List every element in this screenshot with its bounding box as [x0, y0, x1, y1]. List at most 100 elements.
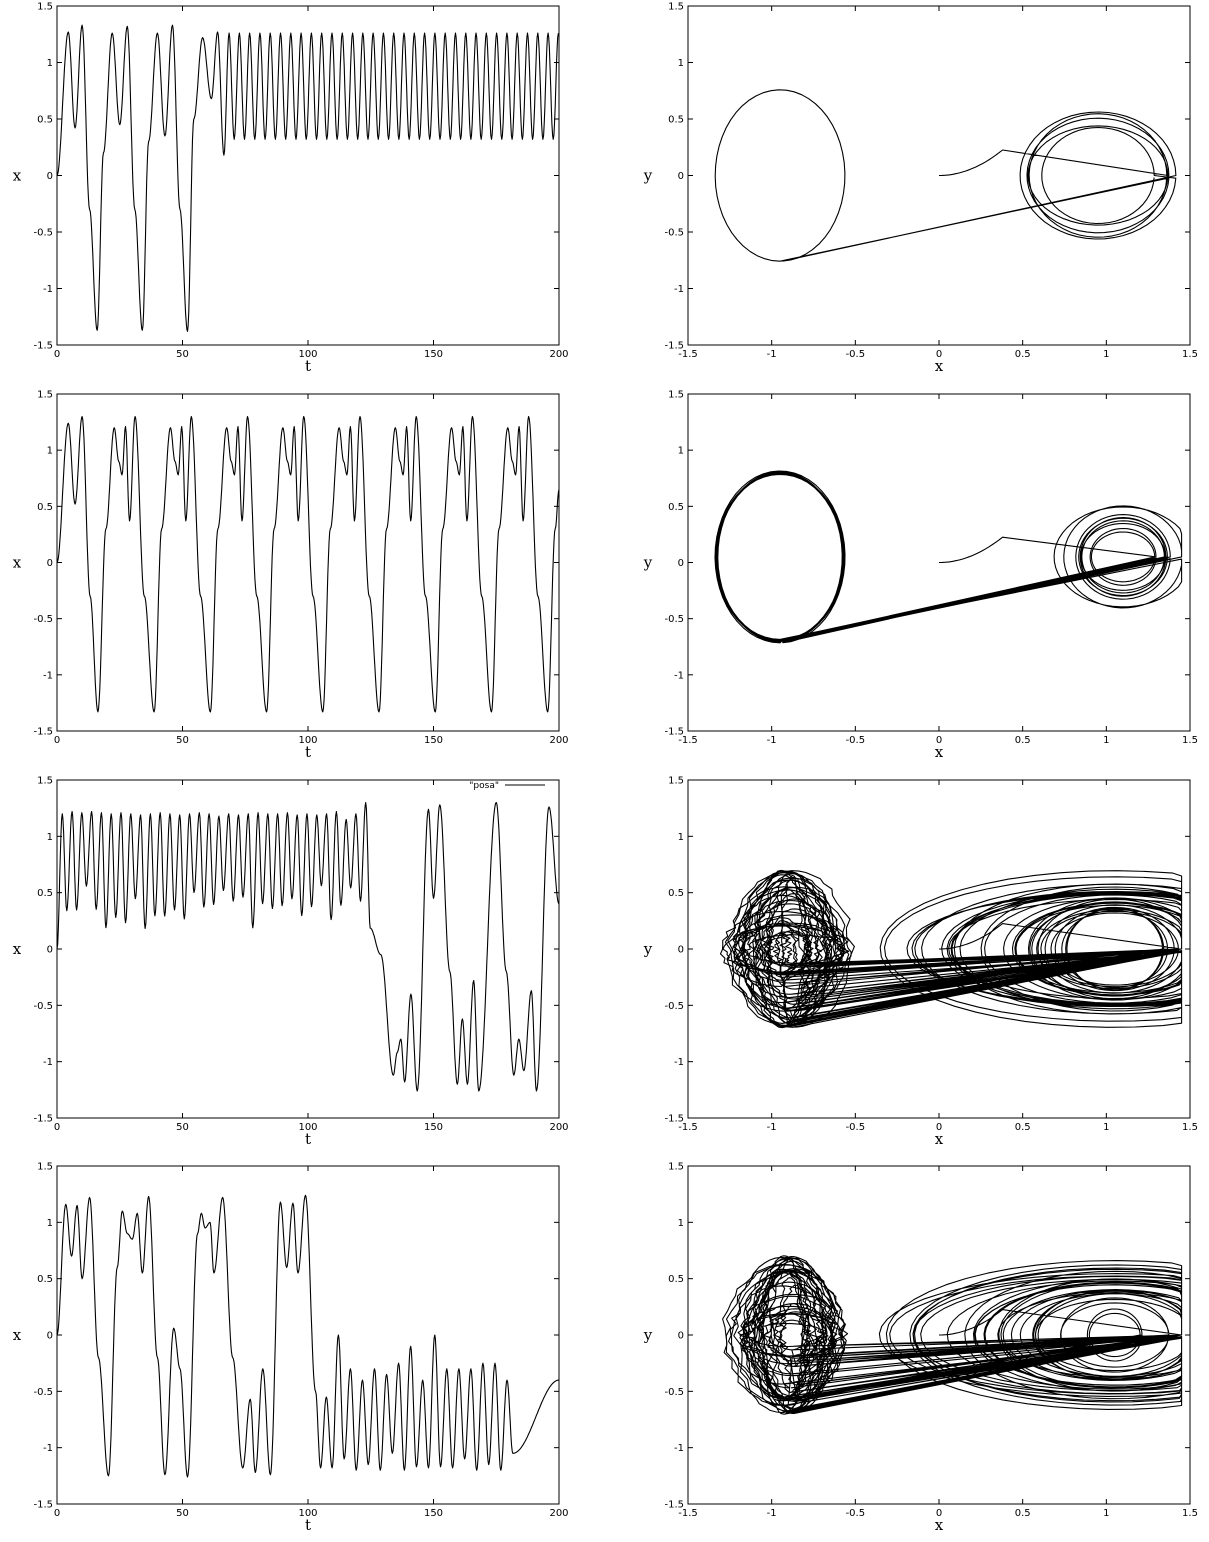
series-trace-r3-phase	[719, 869, 1183, 1029]
x-tick-label: 200	[549, 349, 568, 360]
x-tick-label: 0	[54, 349, 60, 360]
panel-r1-phase: -1.5 -1 -0.5 0 0.5 1 1.5 -1.5 -1 -0.5 0 0.5 1 1.5 x y	[643, 2, 1198, 376]
series-trace-r4-phase	[722, 1255, 1183, 1415]
x-tick-label: 0.5	[1015, 1508, 1031, 1519]
y-tick-label: 1.5	[37, 776, 53, 787]
x-tick-label: 150	[424, 735, 443, 746]
y-tick-label: -1.5	[33, 1500, 53, 1511]
series-trace-r3-time	[56, 801, 560, 1092]
x-tick-label: 200	[549, 735, 568, 746]
y-tick-label: 0.5	[668, 888, 684, 899]
y-tick-label: 1	[678, 832, 684, 843]
x-tick-label: -1.5	[678, 1508, 698, 1519]
panel-r4-phase: -1.5 -1 -0.5 0 0.5 1 1.5 -1.5 -1 -0.5 0 0.5 1 1.5 x y	[643, 1162, 1198, 1535]
y-tick-label: 1.5	[37, 390, 53, 401]
x-tick-label: 100	[298, 349, 317, 360]
y-tick-label: -1	[674, 670, 684, 681]
y-tick-label: 1.5	[668, 1162, 684, 1173]
x-axis-label: x	[935, 743, 944, 761]
panel-r3-phase: -1.5 -1 -0.5 0 0.5 1 1.5 -1.5 -1 -0.5 0 0.5 1 1.5 x y	[643, 776, 1198, 1149]
y-tick-label: -0.5	[33, 1001, 53, 1012]
x-tick-label: -1.5	[678, 1122, 698, 1133]
y-axis-label: y	[643, 554, 653, 572]
x-axis-label: t	[305, 1130, 311, 1148]
x-tick-label: 150	[424, 1508, 443, 1519]
y-tick-label: -0.5	[33, 614, 53, 625]
y-tick-label: 1	[678, 1218, 684, 1229]
x-tick-label: -0.5	[846, 735, 866, 746]
panel-r3-time: -1.5 -1 -0.5 0 0.5 1 1.5 0 50 100 150 200 t x "posa"	[13, 776, 569, 1149]
x-tick-label: 0.5	[1015, 349, 1031, 360]
x-tick-label: 50	[176, 1508, 189, 1519]
x-axis-label: x	[935, 357, 944, 375]
x-tick-label: 50	[176, 1122, 189, 1133]
x-tick-label: -1	[767, 349, 777, 360]
y-tick-label: 0	[678, 558, 684, 569]
x-tick-label: 100	[298, 735, 317, 746]
y-tick-label: -0.5	[664, 1387, 684, 1398]
y-tick-label: -1	[674, 284, 684, 295]
y-axis-label: x	[13, 554, 22, 572]
y-tick-label: 1	[678, 58, 684, 69]
y-tick-label: 0	[47, 558, 53, 569]
series-trace-r4-time	[56, 1194, 559, 1478]
x-axis-label: t	[305, 357, 311, 375]
x-tick-label: 1.5	[1182, 349, 1198, 360]
y-tick-label: 0	[678, 171, 684, 182]
y-tick-label: -1.5	[664, 1500, 684, 1511]
y-tick-label: -0.5	[664, 228, 684, 239]
y-tick-label: 1	[47, 1218, 53, 1229]
x-tick-label: 100	[298, 1122, 317, 1133]
y-tick-label: 0.5	[37, 1274, 53, 1285]
y-tick-label: -1.5	[33, 727, 53, 738]
y-axis-label: x	[13, 940, 22, 958]
y-tick-label: -0.5	[33, 1387, 53, 1398]
y-tick-label: 1.5	[37, 2, 53, 13]
y-tick-label: 1	[47, 58, 53, 69]
panel-r4-time: -1.5 -1 -0.5 0 0.5 1 1.5 0 50 100 150 200 t x	[13, 1162, 569, 1535]
panel-r2-time: -1.5 -1 -0.5 0 0.5 1 1.5 0 50 100 150 200 t x	[13, 390, 569, 762]
y-tick-label: -0.5	[33, 228, 53, 239]
legend-label: "posa"	[469, 781, 499, 791]
series-trace-r2-time	[56, 415, 560, 713]
y-tick-label: -1	[43, 1057, 53, 1068]
x-tick-label: 1.5	[1182, 1122, 1198, 1133]
y-tick-label: -1.5	[664, 1114, 684, 1125]
x-tick-label: 0	[54, 1122, 60, 1133]
x-tick-label: 150	[424, 349, 443, 360]
series-trace-r2-phase	[714, 470, 1183, 644]
x-tick-label: 50	[176, 735, 189, 746]
y-tick-label: -1.5	[664, 727, 684, 738]
series-trace-r1-time	[56, 24, 559, 332]
y-tick-label: -1	[674, 1443, 684, 1454]
y-tick-label: 0.5	[37, 115, 53, 126]
x-tick-label: 0.5	[1015, 735, 1031, 746]
y-tick-label: 1	[47, 446, 53, 457]
y-tick-label: -0.5	[664, 614, 684, 625]
x-tick-label: 200	[549, 1508, 568, 1519]
x-axis-label: x	[935, 1130, 944, 1148]
plot-frame	[56, 393, 560, 732]
series-trace-r1-phase	[714, 89, 1177, 262]
y-tick-label: 0	[47, 945, 53, 956]
x-tick-label: 1	[1103, 1508, 1109, 1519]
x-tick-label: 1	[1103, 1122, 1109, 1133]
y-axis-label: y	[643, 1326, 653, 1344]
x-axis-label: x	[935, 1516, 944, 1534]
y-tick-label: 0	[47, 171, 53, 182]
x-tick-label: 0	[936, 1508, 942, 1519]
y-tick-label: -1.5	[664, 341, 684, 352]
x-tick-label: -1	[767, 1122, 777, 1133]
y-axis-label: x	[13, 1326, 22, 1344]
y-tick-label: -1	[43, 1443, 53, 1454]
y-tick-label: 0	[678, 945, 684, 956]
x-tick-label: 1	[1103, 349, 1109, 360]
x-tick-label: 0	[936, 349, 942, 360]
x-axis-label: t	[305, 743, 311, 761]
x-tick-label: -1.5	[678, 349, 698, 360]
y-axis-label: x	[13, 167, 22, 185]
y-tick-label: -1.5	[33, 1114, 53, 1125]
x-axis-label: t	[305, 1516, 311, 1534]
x-tick-label: 200	[549, 1122, 568, 1133]
y-axis-label: y	[643, 940, 653, 958]
